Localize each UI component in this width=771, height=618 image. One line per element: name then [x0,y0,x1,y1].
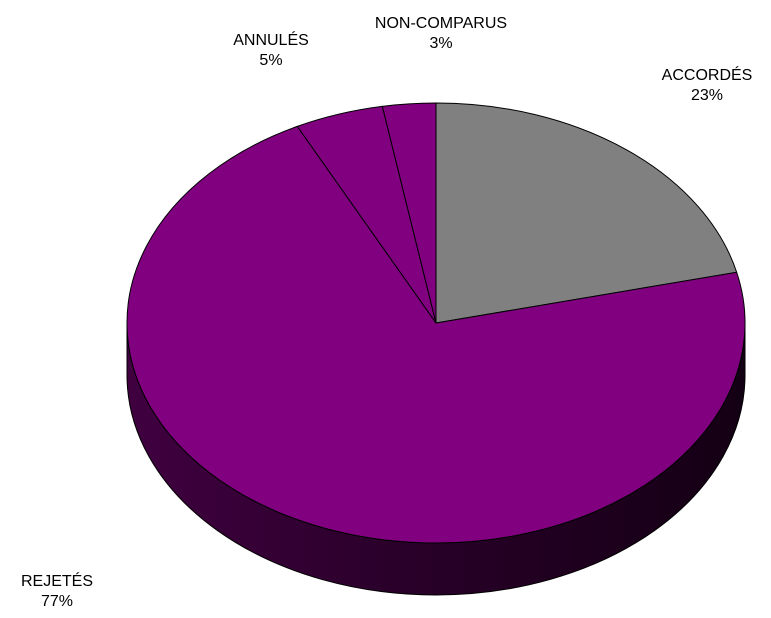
pie-slice-non-comparus [381,102,437,324]
slice-name-rejetes: REJETÉS [20,573,94,590]
slice-name-annules: ANNULÉS [233,32,309,49]
slice-percent-accordes: 23% [690,87,724,104]
slice-percent-annules: 5% [259,52,283,69]
slice-percent-non-comparus: 3% [429,35,453,52]
slice-label-rejetes: REJETÉS 77% [21,572,93,612]
pie-slice-rejetes [126,125,746,544]
slice-percent-rejetes: 77% [40,593,74,610]
pie-slice-accordes [435,102,738,324]
slice-label-non-comparus: NON-COMPARUS 3% [375,14,507,54]
slice-name-accordes: ACCORDÉS [661,67,753,84]
slice-label-annules: ANNULÉS 5% [233,31,309,71]
slice-name-non-comparus: NON-COMPARUS [374,15,508,32]
slice-label-accordes: ACCORDÉS 23% [662,66,753,106]
pie-top-slices [126,102,746,544]
